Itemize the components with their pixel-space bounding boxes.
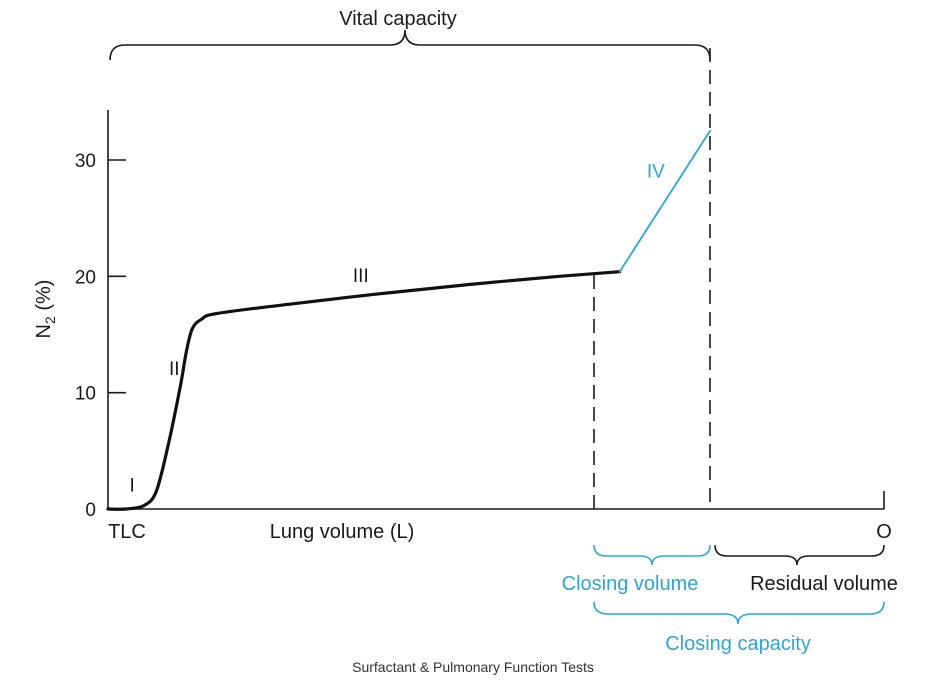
phase-label: II bbox=[169, 359, 180, 380]
y-axis-label-main: N bbox=[33, 324, 55, 338]
x-end-label: O bbox=[876, 521, 892, 543]
closing-capacity-brace bbox=[593, 601, 885, 625]
y-ticks: 0 10 20 30 bbox=[75, 151, 126, 521]
x-start-label: TLC bbox=[108, 521, 146, 543]
y-tick-label: 30 bbox=[75, 151, 96, 172]
residual-volume-label: Residual volume bbox=[750, 573, 898, 595]
phase-label: I bbox=[129, 476, 134, 497]
vital-capacity-label: Vital capacity bbox=[339, 8, 456, 30]
y-tick-label: 20 bbox=[75, 267, 96, 288]
closing-volume-brace bbox=[593, 544, 711, 566]
x-axis-label: Lung volume (L) bbox=[270, 521, 415, 543]
phase-label: III bbox=[353, 266, 369, 287]
residual-volume-brace bbox=[714, 544, 885, 566]
closing-capacity-label: Closing capacity bbox=[665, 633, 811, 655]
y-tick-label: 10 bbox=[75, 384, 96, 405]
y-axis-label-suffix: (%) bbox=[33, 280, 55, 317]
series-group bbox=[106, 130, 711, 511]
y-axis-label-subscript: 2 bbox=[42, 316, 58, 324]
vital-capacity-brace bbox=[109, 29, 711, 61]
phase-label: IV bbox=[647, 161, 665, 182]
y-tick-label: 0 bbox=[85, 500, 96, 521]
y-axis-label: N2 (%) bbox=[33, 280, 58, 339]
closing-volume-label: Closing volume bbox=[562, 573, 699, 595]
nitrogen-curve-phase-4 bbox=[618, 130, 711, 273]
footer-caption: Surfactant & Pulmonary Function Tests bbox=[352, 659, 594, 675]
nitrogen-curve-phase-1-3 bbox=[106, 270, 622, 511]
